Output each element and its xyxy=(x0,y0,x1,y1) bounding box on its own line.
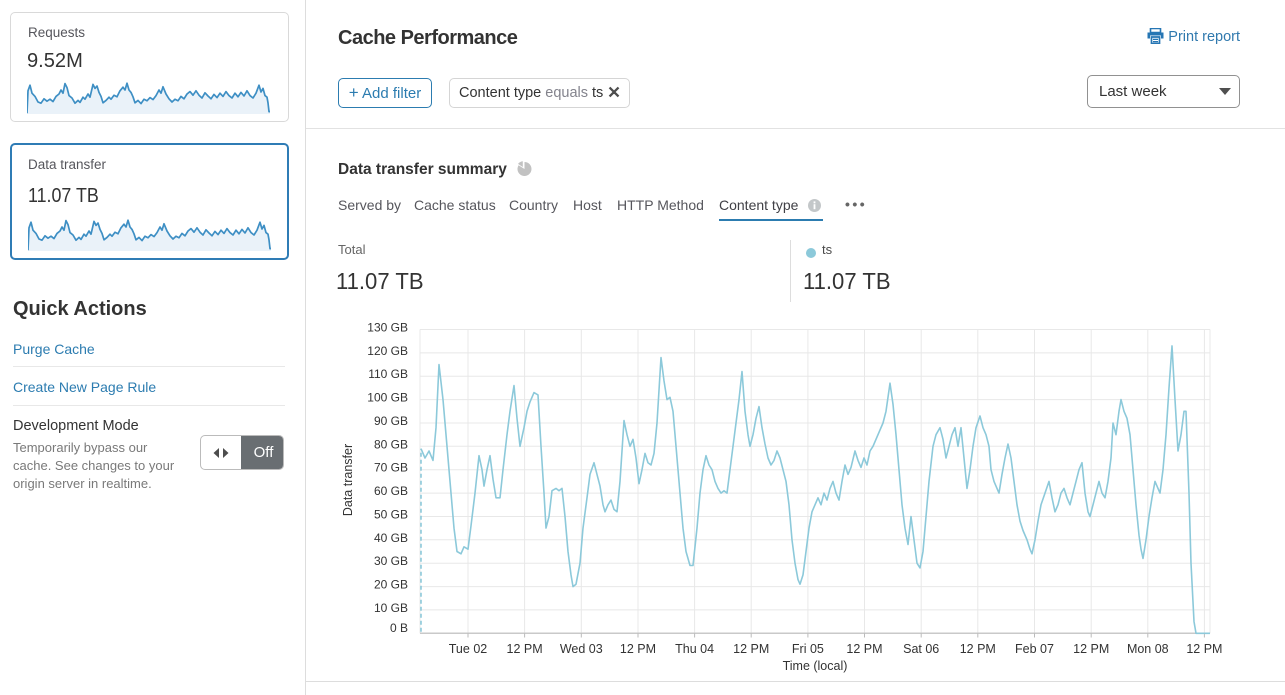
svg-text:Feb 07: Feb 07 xyxy=(1015,642,1054,656)
svg-text:Mon 08: Mon 08 xyxy=(1127,642,1169,656)
svg-text:20 GB: 20 GB xyxy=(374,578,408,592)
svg-text:70 GB: 70 GB xyxy=(374,461,408,475)
svg-text:40 GB: 40 GB xyxy=(374,531,408,545)
svg-text:110 GB: 110 GB xyxy=(368,367,408,381)
svg-text:12 PM: 12 PM xyxy=(507,642,543,656)
svg-text:Tue 02: Tue 02 xyxy=(449,642,488,656)
svg-text:60 GB: 60 GB xyxy=(374,484,408,498)
svg-text:0 B: 0 B xyxy=(390,621,408,635)
svg-text:12 PM: 12 PM xyxy=(846,642,882,656)
svg-text:10 GB: 10 GB xyxy=(374,601,408,615)
svg-text:130 GB: 130 GB xyxy=(367,321,408,335)
svg-text:Wed 03: Wed 03 xyxy=(560,642,603,656)
svg-text:12 PM: 12 PM xyxy=(1186,642,1222,656)
svg-text:50 GB: 50 GB xyxy=(374,508,408,522)
svg-text:80 GB: 80 GB xyxy=(374,437,408,451)
svg-text:12 PM: 12 PM xyxy=(1073,642,1109,656)
svg-text:Thu 04: Thu 04 xyxy=(675,642,714,656)
svg-text:Fri 05: Fri 05 xyxy=(792,642,824,656)
svg-text:Time (local): Time (local) xyxy=(783,659,848,673)
svg-text:12 PM: 12 PM xyxy=(733,642,769,656)
svg-text:Data transfer: Data transfer xyxy=(341,444,355,516)
svg-text:Sat 06: Sat 06 xyxy=(903,642,939,656)
svg-text:90 GB: 90 GB xyxy=(374,414,408,428)
svg-text:12 PM: 12 PM xyxy=(960,642,996,656)
svg-text:12 PM: 12 PM xyxy=(620,642,656,656)
svg-text:120 GB: 120 GB xyxy=(367,344,408,358)
svg-text:100 GB: 100 GB xyxy=(367,391,408,405)
svg-text:30 GB: 30 GB xyxy=(374,554,408,568)
